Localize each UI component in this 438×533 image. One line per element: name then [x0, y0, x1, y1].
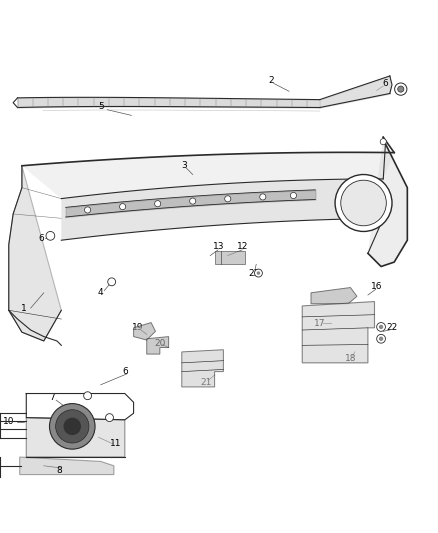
Circle shape: [85, 207, 91, 213]
Text: 19: 19: [132, 324, 144, 332]
Circle shape: [49, 403, 95, 449]
Circle shape: [120, 204, 126, 209]
Text: 18: 18: [345, 354, 356, 363]
Polygon shape: [134, 322, 155, 340]
Circle shape: [225, 196, 231, 202]
Circle shape: [190, 198, 196, 204]
Text: 6: 6: [122, 367, 128, 376]
Polygon shape: [26, 418, 125, 457]
Polygon shape: [9, 166, 61, 341]
Text: 8: 8: [56, 466, 62, 475]
Polygon shape: [215, 251, 245, 264]
Polygon shape: [182, 350, 223, 387]
Circle shape: [108, 278, 116, 286]
Text: 12: 12: [237, 243, 249, 251]
Circle shape: [64, 418, 81, 435]
Polygon shape: [311, 287, 357, 304]
Text: 3: 3: [181, 161, 187, 170]
Text: 17: 17: [314, 319, 325, 328]
Text: 22: 22: [386, 324, 398, 332]
Circle shape: [106, 414, 113, 422]
Circle shape: [56, 410, 89, 443]
Polygon shape: [20, 457, 114, 474]
Text: 4: 4: [98, 288, 103, 297]
Text: 9: 9: [356, 209, 362, 219]
Polygon shape: [302, 302, 374, 363]
Circle shape: [395, 83, 407, 95]
Circle shape: [341, 180, 386, 226]
Circle shape: [377, 322, 385, 332]
Polygon shape: [22, 152, 394, 199]
Circle shape: [398, 86, 404, 92]
Text: 6: 6: [382, 79, 389, 88]
Circle shape: [379, 336, 383, 341]
Text: 20: 20: [154, 338, 166, 348]
Circle shape: [155, 200, 161, 207]
Text: 11: 11: [110, 439, 122, 448]
Circle shape: [379, 325, 383, 329]
Circle shape: [335, 174, 392, 231]
Text: 1: 1: [21, 304, 27, 313]
Circle shape: [260, 194, 266, 200]
Text: 16: 16: [371, 282, 382, 290]
Text: 23: 23: [248, 269, 260, 278]
Circle shape: [380, 139, 386, 145]
Polygon shape: [61, 179, 383, 240]
Circle shape: [254, 269, 262, 277]
Text: 6: 6: [39, 233, 45, 243]
Text: 7: 7: [49, 393, 56, 402]
Polygon shape: [368, 138, 407, 266]
Text: 5: 5: [98, 102, 104, 111]
Circle shape: [377, 334, 385, 343]
Circle shape: [290, 192, 297, 199]
Text: 2: 2: [269, 76, 274, 85]
Polygon shape: [147, 336, 169, 354]
Text: 21: 21: [200, 378, 212, 387]
Text: 13: 13: [213, 243, 225, 251]
Circle shape: [84, 392, 92, 400]
Text: 10: 10: [3, 417, 14, 426]
Circle shape: [257, 271, 260, 275]
Circle shape: [46, 231, 55, 240]
